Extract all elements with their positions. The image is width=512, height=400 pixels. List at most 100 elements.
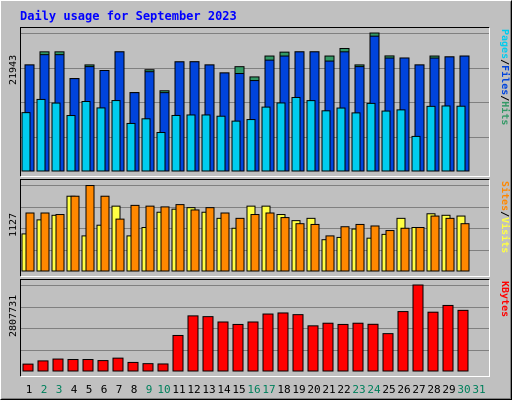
- legend-entry: Sites: [499, 181, 511, 211]
- bar-kbytes: [52, 358, 64, 372]
- bar-pages: [426, 105, 436, 172]
- bar-kbytes: [172, 334, 184, 372]
- bar-pages: [36, 98, 46, 172]
- bar-kbytes: [352, 322, 364, 372]
- bar-pages: [66, 115, 76, 172]
- bar-pages: [351, 112, 361, 172]
- panel-border-dark: [20, 27, 490, 177]
- x-tick-label: 13: [202, 383, 215, 396]
- bar-kbytes: [127, 361, 139, 372]
- x-tick-label: 7: [116, 383, 123, 396]
- bar-sites: [340, 226, 350, 272]
- bar-kbytes: [292, 314, 304, 372]
- bar-sites: [130, 204, 140, 272]
- bar-kbytes: [262, 313, 274, 372]
- bar-sites: [115, 218, 125, 272]
- legend-entry: /: [499, 95, 510, 101]
- x-tick-label: 17: [262, 383, 275, 396]
- bar-sites: [415, 227, 425, 272]
- bar-kbytes: [457, 309, 469, 372]
- bar-sites: [145, 205, 155, 272]
- x-tick-label: 28: [427, 383, 440, 396]
- bar-sites: [310, 223, 320, 272]
- x-tick-label: 6: [101, 383, 108, 396]
- bar-kbytes: [157, 363, 169, 372]
- bar-pages: [306, 100, 316, 172]
- bar-pages: [216, 115, 226, 172]
- bar-sites: [295, 223, 305, 272]
- x-tick-label: 9: [146, 383, 153, 396]
- bar-kbytes: [232, 323, 244, 372]
- x-tick-label: 29: [442, 383, 455, 396]
- panel-border-dark: [20, 179, 490, 277]
- x-tick-label: 14: [217, 383, 231, 396]
- legend: Pages/Files/Hits: [499, 29, 511, 125]
- x-tick-label: 31: [472, 383, 485, 396]
- bar-sites: [205, 207, 215, 272]
- bar-pages: [171, 114, 181, 172]
- bar-kbytes: [97, 360, 109, 372]
- legend: Sites/Visits: [499, 181, 511, 253]
- bar-sites: [370, 225, 380, 272]
- bar-sites: [250, 214, 260, 272]
- chart-panels: 21943Pages/Files/Hits1127Sites/Visits280…: [8, 27, 511, 377]
- x-tick-label: 19: [292, 383, 305, 396]
- bar-pages: [111, 100, 121, 172]
- bar-pages: [126, 122, 136, 172]
- bar-sites: [445, 217, 455, 272]
- x-tick-label: 5: [86, 383, 93, 396]
- y-max-label: 2807731: [8, 295, 19, 337]
- bar-kbytes: [307, 325, 319, 372]
- bar-sites: [235, 217, 245, 272]
- legend-entry: Files: [499, 65, 511, 95]
- bar-pages: [276, 102, 286, 172]
- panel-border-light: [20, 179, 490, 277]
- bar-pages: [321, 110, 331, 172]
- bar-sites: [355, 223, 365, 272]
- legend-entry: Pages: [499, 29, 510, 59]
- legend-entry: Visits: [499, 217, 511, 253]
- bar-pages: [21, 112, 31, 172]
- x-tick-label: 20: [307, 383, 320, 396]
- bar-pages: [96, 107, 106, 172]
- bar-sites: [325, 235, 335, 272]
- bar-sites: [85, 185, 95, 272]
- bar-sites: [280, 217, 290, 272]
- legend-entry: KBytes: [499, 281, 510, 317]
- x-tick-label: 21: [322, 383, 335, 396]
- legend-entry: Hits: [499, 101, 511, 125]
- bar-kbytes: [337, 323, 349, 372]
- bar-pages: [366, 102, 376, 172]
- x-tick-label: 30: [457, 383, 470, 396]
- bar-kbytes: [397, 311, 409, 372]
- bar-kbytes: [247, 321, 259, 372]
- bar-pages: [186, 114, 196, 172]
- x-tick-label: 4: [71, 383, 78, 396]
- bar-pages: [201, 114, 211, 172]
- bar-sites: [400, 227, 410, 272]
- x-tick-label: 25: [382, 383, 395, 396]
- bar-kbytes: [217, 321, 229, 372]
- bar-pages: [51, 102, 61, 172]
- panel-border-light: [20, 279, 490, 377]
- y-max-label: 21943: [8, 55, 19, 85]
- bar-kbytes: [367, 323, 379, 372]
- bar-sites: [460, 223, 470, 272]
- bar-pages: [141, 118, 151, 172]
- legend-entry: /: [499, 211, 510, 217]
- y-max-label: 1127: [8, 213, 19, 237]
- panel-middle: 1127 Sites/Visits: [8, 179, 511, 277]
- bar-kbytes: [442, 304, 454, 372]
- bar-pages: [396, 109, 406, 172]
- x-tick-label: 24: [367, 383, 381, 396]
- x-tick-label: 22: [337, 383, 350, 396]
- bar-pages: [291, 96, 301, 172]
- bar-pages: [231, 120, 241, 172]
- panel-bottom: 2807731 KBytes: [8, 279, 510, 377]
- legend: KBytes: [499, 281, 510, 317]
- x-tick-label: 16: [247, 383, 260, 396]
